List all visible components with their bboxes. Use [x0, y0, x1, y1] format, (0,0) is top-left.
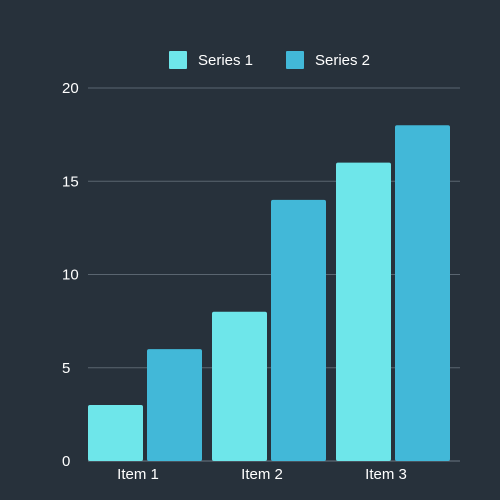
y-tick-label-20: 20	[62, 80, 79, 97]
x-tick-label-2: Item 2	[241, 466, 283, 483]
y-tick-label-0: 0	[62, 453, 70, 470]
x-tick-label-3: Item 3	[365, 466, 407, 483]
bar-1-3	[336, 162, 391, 461]
bars-layer	[88, 125, 450, 462]
bar-2-3	[395, 125, 450, 462]
legend-swatch-1	[169, 51, 187, 69]
y-tick-label-15: 15	[62, 173, 79, 190]
bar-1-2	[212, 311, 267, 461]
legend-label-2: Series 2	[315, 52, 370, 69]
x-tick-label-1: Item 1	[117, 466, 159, 483]
legend: Series 1 Series 2	[169, 51, 370, 69]
y-tick-label-5: 5	[62, 360, 70, 377]
legend-swatch-2	[286, 51, 304, 69]
y-tick-label-10: 10	[62, 267, 79, 284]
y-axis-ticks: 0 5 10 15 20	[62, 80, 79, 470]
legend-label-1: Series 1	[198, 52, 253, 69]
bar-1-1	[88, 405, 143, 461]
x-axis-labels: Item 1 Item 2 Item 3	[117, 466, 407, 483]
bar-2-2	[271, 199, 326, 461]
bar-2-1	[147, 349, 202, 461]
